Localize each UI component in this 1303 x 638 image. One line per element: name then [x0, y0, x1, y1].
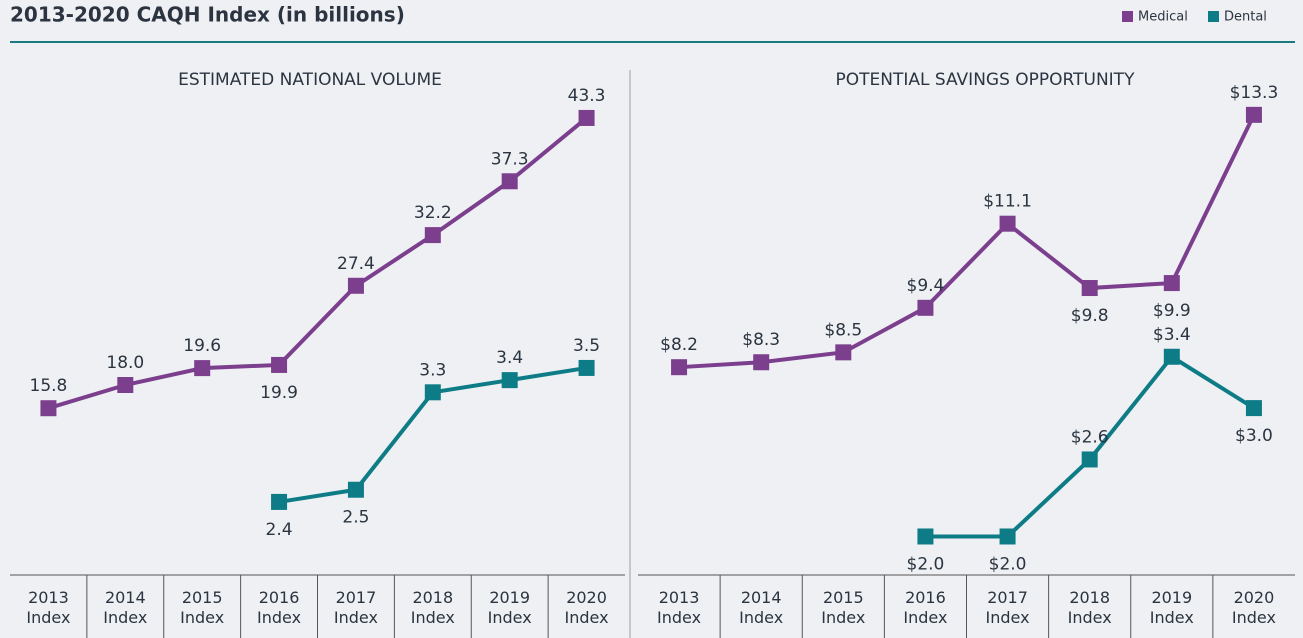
- marker: [424, 384, 441, 401]
- marker: [578, 359, 595, 376]
- x-tick-label: 2018 Index: [410, 588, 455, 627]
- marker: [917, 528, 934, 545]
- marker: [1245, 400, 1262, 417]
- x-tick-label: 2016 Index: [257, 588, 302, 627]
- x-tick-label: 2015 Index: [821, 588, 866, 627]
- marker: [194, 360, 211, 377]
- marker: [424, 227, 441, 244]
- data-label: $8.3: [742, 330, 780, 350]
- marker: [1081, 451, 1098, 468]
- marker: [501, 173, 518, 190]
- legend-swatch: [1208, 11, 1219, 22]
- x-tick-label: 2014 Index: [739, 588, 784, 627]
- data-label: 3.3: [419, 360, 446, 380]
- marker: [1163, 275, 1180, 292]
- data-label: $2.6: [1071, 427, 1109, 447]
- data-label: $8.2: [660, 335, 698, 355]
- data-label: 32.2: [414, 203, 452, 223]
- marker: [999, 528, 1016, 545]
- x-tick-label: 2014 Index: [103, 588, 148, 627]
- data-label: 3.4: [496, 348, 523, 368]
- x-tick-label: 2015 Index: [180, 588, 225, 627]
- marker: [917, 299, 934, 316]
- legend-swatch: [1122, 11, 1133, 22]
- data-label: 27.4: [337, 254, 375, 274]
- panel-title: POTENTIAL SAVINGS OPPORTUNITY: [836, 70, 1136, 90]
- marker: [999, 215, 1016, 232]
- data-label: $13.3: [1230, 83, 1279, 103]
- marker: [671, 359, 688, 376]
- x-tick-label: 2017 Index: [333, 588, 378, 627]
- data-label: 2.4: [266, 520, 293, 540]
- data-label: $3.0: [1235, 426, 1273, 446]
- data-label: $9.9: [1153, 301, 1191, 321]
- x-tick-label: 2020 Index: [564, 588, 609, 627]
- data-label: 19.6: [183, 336, 221, 356]
- x-tick-label: 2019 Index: [487, 588, 532, 627]
- data-label: 18.0: [106, 353, 144, 373]
- legend-label: Dental: [1224, 10, 1267, 25]
- marker: [117, 377, 134, 393]
- marker: [835, 344, 852, 361]
- marker: [271, 356, 288, 373]
- x-tick-label: 2017 Index: [985, 588, 1030, 627]
- marker: [1081, 280, 1098, 297]
- marker: [753, 354, 770, 371]
- panel-title: ESTIMATED NATIONAL VOLUME: [178, 70, 442, 90]
- marker: [347, 481, 364, 498]
- data-label: $3.4: [1153, 325, 1191, 345]
- data-label: $9.8: [1071, 306, 1109, 326]
- marker: [271, 493, 288, 510]
- data-label: 2.5: [342, 508, 369, 528]
- data-label: 15.8: [30, 376, 68, 396]
- data-label: $11.1: [983, 192, 1032, 212]
- x-tick-label: 2013 Index: [26, 588, 71, 627]
- series-line: [47, 116, 588, 411]
- x-tick-label: 2013 Index: [657, 588, 702, 627]
- data-label: $8.5: [824, 320, 862, 340]
- marker: [578, 109, 595, 126]
- marker: [347, 277, 364, 294]
- series-line: [678, 113, 1256, 370]
- x-tick-label: 2020 Index: [1231, 588, 1276, 627]
- page-title: 2013-2020 CAQH Index (in billions): [10, 3, 405, 27]
- x-tick-label: 2019 Index: [1149, 588, 1194, 627]
- data-label: 3.5: [573, 336, 600, 356]
- data-label: 37.3: [491, 149, 529, 169]
- x-tick-label: 2016 Index: [903, 588, 948, 627]
- data-label: $9.4: [907, 276, 945, 296]
- marker: [40, 400, 57, 417]
- marker: [1163, 348, 1180, 365]
- marker: [1245, 106, 1262, 123]
- marker: [501, 372, 518, 389]
- data-label: $2.0: [989, 554, 1027, 574]
- data-label: 43.3: [568, 86, 606, 106]
- legend-label: Medical: [1138, 10, 1188, 25]
- data-label: 19.9: [260, 383, 298, 403]
- data-label: $2.0: [907, 554, 945, 574]
- x-tick-label: 2018 Index: [1067, 588, 1112, 627]
